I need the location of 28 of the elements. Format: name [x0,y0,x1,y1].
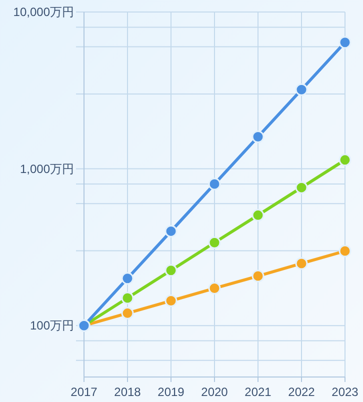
x-tick-label: 2018 [114,385,142,399]
point [295,257,308,270]
point [338,36,352,49]
point [295,83,308,96]
point [252,208,264,222]
point [252,130,264,144]
point [295,181,308,194]
y-tick-label: 1,000万円 [20,162,74,176]
y-tick-label: 100万円 [30,318,74,333]
point [121,292,134,304]
point [208,178,221,190]
point [164,224,178,238]
point [338,154,352,166]
x-tick-label: 2022 [288,385,316,399]
x-tick-label: 2021 [244,385,272,399]
point [164,294,178,308]
x-tick-label: 2017 [70,385,98,399]
point [121,306,134,320]
x-tick-label: 2020 [201,385,228,399]
y-tick-label: 10,000万円 [13,5,74,19]
point [208,236,221,249]
x-tick-label: 2023 [332,385,359,399]
point [208,282,221,295]
point [164,264,178,277]
x-tick-label: 2019 [158,385,185,399]
point [252,270,264,282]
point [121,272,134,285]
point [338,244,352,258]
